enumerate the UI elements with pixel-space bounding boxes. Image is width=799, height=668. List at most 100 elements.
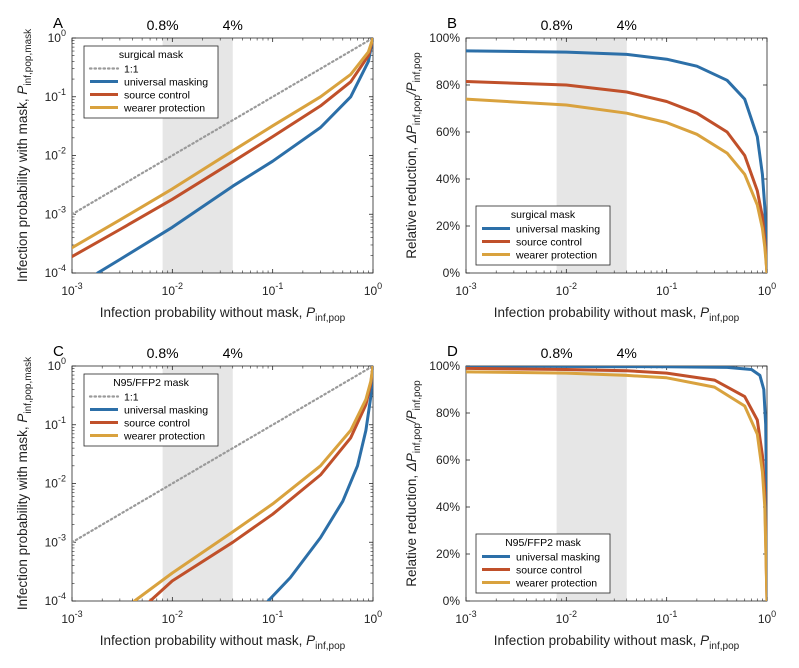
x-tick-label: 10-1 bbox=[656, 281, 677, 298]
band-label-high: 4% bbox=[223, 345, 243, 361]
series-line-wearer-protection bbox=[133, 366, 373, 601]
y-axis-label: Relative reduction, ΔPinf,pop/Pinf,pop bbox=[404, 52, 423, 259]
y-tick-label: 20% bbox=[436, 219, 460, 233]
tick-base: 10 bbox=[45, 418, 59, 432]
tick-exponent: 0 bbox=[771, 281, 776, 291]
legend-entry: universal masking bbox=[124, 405, 208, 417]
label-text: Infection probability with mask, bbox=[15, 423, 30, 611]
series-group bbox=[72, 38, 373, 273]
label-subscript: inf,pop,mask bbox=[23, 356, 34, 414]
x-tick-label: 10-2 bbox=[556, 609, 577, 626]
legend-title: N95/FFP2 mask bbox=[505, 537, 582, 549]
tick-base: 10 bbox=[61, 612, 75, 626]
y-tick-label: 20% bbox=[436, 547, 460, 561]
tick-exponent: -2 bbox=[175, 609, 183, 619]
label-subscript: inf,pop bbox=[412, 380, 423, 410]
x-tick-label: 10-2 bbox=[162, 281, 183, 298]
tick-base: 10 bbox=[455, 284, 469, 298]
label-symbol: P bbox=[700, 305, 709, 320]
panel-C: 0.8% 4%C10-3 10-2 10-1 10010-410-310-210-110… bbox=[15, 343, 382, 652]
label-subscript: inf,pop bbox=[315, 313, 345, 324]
tick-base: 10 bbox=[556, 612, 570, 626]
series-group bbox=[466, 366, 767, 601]
y-tick-label: 10-3 bbox=[45, 204, 66, 221]
panel-label: B bbox=[447, 15, 457, 32]
tick-exponent: -3 bbox=[75, 281, 83, 291]
tick-exponent: -4 bbox=[58, 591, 66, 601]
tick-base: 10 bbox=[45, 266, 59, 280]
tick-exponent: -1 bbox=[669, 281, 677, 291]
y-tick-label: 0% bbox=[443, 594, 461, 608]
series-line-universal-masking bbox=[96, 38, 373, 273]
tick-base: 10 bbox=[364, 612, 378, 626]
x-tick-label: 10-1 bbox=[656, 609, 677, 626]
label-text: Infection probability without mask, bbox=[494, 633, 700, 648]
tick-exponent: 0 bbox=[61, 28, 66, 38]
series-line-source-control bbox=[466, 80, 767, 273]
panel-A: 0.8% 4%A10-3 10-2 10-1 10010-410-310-210-110… bbox=[15, 15, 382, 324]
tick-base: 10 bbox=[162, 612, 176, 626]
series-line-wearer-protection bbox=[72, 38, 373, 250]
legend-entry: wearer protection bbox=[123, 103, 205, 115]
tick-base: 10 bbox=[48, 359, 62, 373]
label-symbol: ΔP bbox=[404, 125, 419, 144]
x-tick-label: 100 bbox=[364, 609, 382, 626]
tick-exponent: -2 bbox=[569, 281, 577, 291]
tick-exponent: 0 bbox=[771, 609, 776, 619]
tick-exponent: -1 bbox=[58, 415, 66, 425]
tick-exponent: -2 bbox=[569, 609, 577, 619]
legend-entry: wearer protection bbox=[515, 578, 597, 590]
tick-base: 10 bbox=[162, 284, 176, 298]
panel-label: A bbox=[53, 15, 63, 32]
tick-base: 10 bbox=[364, 284, 378, 298]
series-line-wearer-protection bbox=[466, 370, 767, 601]
tick-base: 10 bbox=[48, 31, 62, 45]
tick-base: 10 bbox=[262, 612, 276, 626]
label-text: Infection probability with mask, bbox=[15, 95, 30, 283]
tick-exponent: -2 bbox=[58, 146, 66, 156]
band-label-high: 4% bbox=[223, 17, 243, 33]
x-axis-label: Infection probability without mask, Pinf… bbox=[100, 305, 346, 324]
tick-base: 10 bbox=[45, 149, 59, 163]
series-line-1-1 bbox=[72, 366, 373, 544]
x-tick-label: 10-3 bbox=[61, 609, 82, 626]
legend-entry: universal masking bbox=[124, 77, 208, 89]
tick-exponent: -2 bbox=[58, 474, 66, 484]
y-tick-label: 10-4 bbox=[45, 263, 66, 280]
legend-box bbox=[475, 205, 611, 266]
tick-exponent: -3 bbox=[75, 609, 83, 619]
legend-title: N95/FFP2 mask bbox=[113, 377, 190, 389]
tick-exponent: -4 bbox=[58, 263, 66, 273]
label-subscript: inf,pop bbox=[412, 52, 423, 82]
y-tick-label: 40% bbox=[436, 172, 460, 186]
x-tick-label: 10-3 bbox=[455, 609, 476, 626]
series-group bbox=[72, 366, 373, 601]
label-text: Infection probability without mask, bbox=[100, 305, 306, 320]
y-tick-label: 100% bbox=[429, 31, 460, 45]
legend-entry: wearer protection bbox=[123, 431, 205, 443]
panel-label: C bbox=[53, 343, 64, 360]
y-tick-label: 10-1 bbox=[45, 87, 66, 104]
band-label-low: 0.8% bbox=[541, 17, 573, 33]
legend-entry: source control bbox=[124, 418, 190, 430]
tick-base: 10 bbox=[758, 284, 772, 298]
tick-exponent: -1 bbox=[58, 87, 66, 97]
legend-entry: 1:1 bbox=[124, 64, 139, 76]
series-line-universal-masking bbox=[266, 366, 373, 601]
legend-entry: source control bbox=[516, 565, 582, 577]
series-line-universal-masking bbox=[466, 49, 767, 273]
label-subscript: inf,pop,mask bbox=[23, 28, 34, 86]
tick-exponent: -3 bbox=[58, 204, 66, 214]
y-tick-label: 10-2 bbox=[45, 146, 66, 163]
x-tick-label: 100 bbox=[758, 609, 776, 626]
label-subscript: inf,pop bbox=[315, 641, 345, 652]
y-axis-label: Infection probability with mask, Pinf,po… bbox=[15, 28, 34, 282]
label-text: Infection probability without mask, bbox=[494, 305, 700, 320]
label-symbol: P bbox=[15, 86, 30, 95]
tick-base: 10 bbox=[45, 207, 59, 221]
label-symbol: P bbox=[700, 633, 709, 648]
series-line-1-1 bbox=[72, 38, 373, 216]
